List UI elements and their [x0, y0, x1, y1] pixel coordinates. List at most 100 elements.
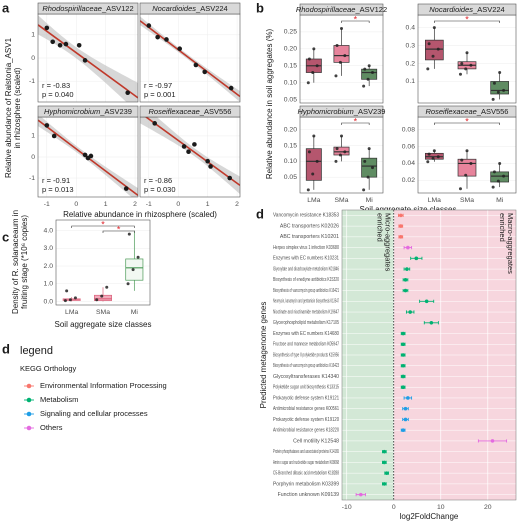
facet-border — [55, 219, 151, 306]
y-tick-label: Biosynthesis of vancomycin group antibio… — [273, 363, 339, 369]
point — [406, 396, 410, 400]
facet-title: Rhodospirillaceae_ASV122 — [296, 5, 387, 14]
point — [306, 188, 310, 192]
x-tick-label: 1 — [206, 201, 210, 208]
significance-label: * — [101, 219, 105, 229]
point — [382, 449, 387, 454]
x-tick-label: 2 — [133, 201, 137, 208]
point — [343, 150, 347, 154]
y-axis-title: Relative abundance of Ralstonia_ASV1 — [4, 37, 13, 178]
box — [305, 148, 322, 181]
point — [492, 81, 496, 85]
point — [312, 134, 316, 138]
y-tick-label: Glyoxylate and dicarboxylate metabolism … — [273, 266, 339, 272]
point — [315, 159, 319, 163]
point — [367, 147, 371, 151]
box — [425, 39, 444, 61]
title-part: Roseiflexaceae — [149, 107, 200, 116]
point — [334, 74, 338, 78]
point — [496, 90, 500, 94]
point — [366, 175, 370, 179]
stat-annotation: r = -0.91 — [42, 176, 70, 185]
legend-swatch — [26, 397, 32, 403]
point — [125, 90, 131, 96]
y-tick-label: 0.20 — [284, 46, 297, 53]
point — [431, 54, 435, 58]
stat-annotation: r = -0.97 — [144, 81, 172, 90]
title-part: _ASV556 — [199, 107, 232, 116]
point — [123, 186, 129, 191]
point — [370, 71, 374, 75]
point — [311, 71, 315, 75]
point — [502, 88, 506, 92]
x-axis-title: Relative abundance in rhizosphere (scale… — [63, 210, 217, 219]
x-tick-label: Mi — [131, 309, 139, 316]
point — [164, 37, 169, 42]
point — [88, 153, 94, 159]
panel-label: d — [2, 341, 10, 356]
y-tick-label: Vancomycin resistance K18353 — [273, 213, 339, 219]
x-tick-label: SMa — [335, 197, 349, 204]
point — [458, 72, 462, 76]
facet-marks — [38, 15, 138, 102]
significance-label: * — [465, 116, 469, 126]
panel-label: c — [2, 229, 9, 244]
point — [146, 23, 152, 28]
facet-strip — [139, 105, 241, 118]
title-part: Rhodospirillaceae — [296, 5, 356, 14]
point — [208, 164, 213, 169]
point — [50, 39, 56, 45]
facet-marks — [140, 117, 240, 195]
y-tick-label: 0.06 — [402, 143, 415, 150]
legend-label: Others — [40, 423, 63, 432]
point — [335, 147, 339, 151]
point — [408, 310, 412, 314]
point — [429, 320, 434, 325]
plot-border — [341, 209, 517, 501]
title-part: _ASV224 — [472, 5, 505, 14]
point — [426, 67, 430, 71]
y-tick-label: 4.0 — [44, 227, 54, 234]
y-tick-label: 1 — [31, 133, 35, 140]
point — [469, 63, 473, 67]
y-tick-label: Antimicrobial resistance genes K00561 — [273, 406, 339, 412]
stat-annotation: p = 0.040 — [42, 90, 74, 99]
point — [44, 123, 50, 128]
x-tick-label: -1 — [146, 201, 152, 208]
y-tick-label: 0.0 — [44, 298, 54, 305]
point — [228, 85, 234, 91]
y-tick-label: 0.15 — [284, 63, 297, 70]
point — [403, 406, 408, 411]
x-tick-label: 20 — [484, 504, 492, 511]
y-tick-label: Antimicrobial resistance genes K18220 — [273, 428, 339, 434]
title-part: Hyphomicrobium — [298, 107, 354, 116]
x-tick-label: Mi — [366, 197, 374, 204]
y-axis-title: fruiting stage (*10⁶ copies) — [20, 215, 29, 309]
facet-strip — [139, 2, 241, 15]
point — [340, 134, 343, 138]
facet-strip — [417, 105, 517, 118]
point — [362, 188, 366, 192]
y-tick-label: 0.02 — [402, 177, 415, 184]
y-tick-label: 0.10 — [284, 79, 297, 86]
point — [127, 232, 131, 236]
panel-label: b — [256, 0, 264, 15]
point — [186, 149, 191, 155]
facet-title: Nocardioides_ASV224 — [429, 5, 504, 14]
box — [457, 158, 477, 177]
y-tick-label: 0.08 — [402, 126, 415, 133]
point — [427, 152, 431, 156]
y-tick-label: 0.15 — [284, 142, 297, 149]
x-tick-label: LMa — [65, 309, 78, 316]
x-tick-label: -10 — [342, 504, 352, 511]
y-tick-label: 0.04 — [402, 160, 415, 167]
point — [401, 363, 405, 368]
facet-strip — [417, 3, 517, 16]
point — [359, 492, 363, 497]
title-part: Nocardioides — [152, 4, 196, 13]
stat-annotation: p = 0.030 — [144, 185, 176, 194]
y-tick-label: -1 — [29, 78, 35, 85]
facet-title: Roseiflexaceae_ASV556 — [426, 107, 509, 116]
fit-line — [38, 24, 138, 99]
